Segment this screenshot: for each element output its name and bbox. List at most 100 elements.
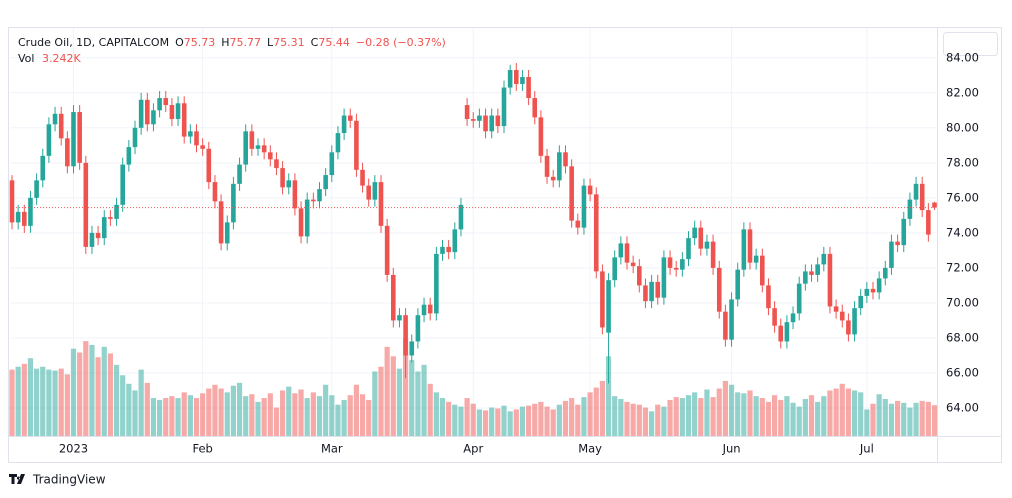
volume-bar bbox=[439, 398, 446, 436]
volume-bar bbox=[200, 393, 206, 436]
volume-bar bbox=[384, 346, 390, 436]
candle-body bbox=[206, 148, 212, 183]
candle-body bbox=[243, 131, 248, 165]
candle-body bbox=[704, 241, 710, 249]
candle-body bbox=[126, 147, 132, 165]
candle-body bbox=[741, 229, 747, 270]
volume-bar bbox=[261, 398, 267, 436]
candle-body bbox=[630, 262, 636, 267]
candle-body bbox=[224, 222, 230, 244]
volume-bar bbox=[230, 385, 236, 436]
volume-bar bbox=[907, 407, 913, 436]
candle-body bbox=[883, 267, 888, 279]
volume-bar bbox=[901, 402, 907, 436]
candle-body bbox=[803, 271, 808, 284]
volume-bar bbox=[138, 369, 144, 436]
volume-bar bbox=[495, 408, 501, 436]
volume-bar bbox=[27, 358, 34, 436]
volume-bar bbox=[359, 394, 366, 436]
candle-body bbox=[40, 155, 46, 181]
candle-body bbox=[673, 267, 679, 270]
volume-bar bbox=[765, 401, 772, 436]
volume-bar bbox=[845, 388, 851, 436]
volume-bar bbox=[673, 397, 679, 436]
candle-body bbox=[557, 152, 562, 181]
candle-body bbox=[304, 199, 310, 237]
volume-bar bbox=[735, 392, 741, 436]
logo: TradingView bbox=[9, 473, 106, 487]
candle-body bbox=[83, 162, 89, 247]
volume-bar bbox=[612, 396, 618, 436]
candle-body bbox=[231, 183, 236, 223]
volume-bar bbox=[507, 411, 513, 436]
y-tick-label: 74.00 bbox=[946, 225, 979, 239]
candle-body bbox=[483, 115, 488, 132]
volume-bar bbox=[433, 392, 439, 436]
ohlc-key: C bbox=[311, 36, 319, 49]
candle-body bbox=[790, 313, 796, 323]
y-tick-label: 64.00 bbox=[946, 400, 979, 414]
volume-bar bbox=[667, 399, 673, 436]
volume-bar bbox=[95, 357, 101, 436]
price-label-box[interactable] bbox=[943, 32, 998, 56]
volume-bar bbox=[808, 395, 815, 436]
y-tick-label: 78.00 bbox=[946, 155, 979, 169]
volume-bar bbox=[21, 363, 27, 436]
volume-bar bbox=[679, 398, 685, 436]
ohlc-value: 75.73 bbox=[184, 36, 216, 49]
candle-body bbox=[833, 306, 839, 312]
volume-bar bbox=[403, 338, 409, 436]
candle-body bbox=[649, 281, 654, 302]
volume-bar bbox=[581, 397, 587, 436]
volume-bar bbox=[157, 399, 163, 436]
volume-bar bbox=[839, 383, 845, 436]
volume-bar bbox=[556, 404, 562, 436]
volume-bar bbox=[409, 360, 415, 436]
candle-body bbox=[932, 202, 937, 208]
candle-body bbox=[710, 241, 716, 268]
candle-body bbox=[52, 113, 58, 125]
candle-body bbox=[181, 103, 187, 137]
volume-bar bbox=[396, 368, 403, 436]
candle-body bbox=[384, 225, 390, 275]
candle-body bbox=[852, 308, 857, 335]
ohlc-key: L bbox=[267, 36, 274, 49]
volume-bar bbox=[286, 386, 292, 436]
ohlc-value: 75.77 bbox=[230, 36, 262, 49]
volume-bar bbox=[876, 394, 882, 436]
candle-body bbox=[188, 131, 193, 137]
volume-bar bbox=[710, 397, 716, 436]
volume-bar bbox=[778, 399, 784, 436]
candle-body bbox=[347, 115, 353, 121]
candle-body bbox=[563, 152, 568, 167]
candle-body bbox=[138, 99, 144, 128]
volume-bar bbox=[532, 403, 538, 436]
volume-bar bbox=[642, 407, 649, 436]
volume-bar bbox=[685, 395, 692, 436]
ohlc-value: 75.31 bbox=[273, 36, 305, 49]
volume-bar bbox=[46, 369, 52, 436]
candle-body bbox=[587, 185, 593, 195]
volume-bar bbox=[728, 384, 735, 436]
volume-bar bbox=[624, 401, 630, 436]
candle-body bbox=[827, 253, 833, 307]
candle-body bbox=[65, 138, 70, 167]
candle-body bbox=[298, 208, 304, 237]
candle-body bbox=[784, 322, 790, 342]
candle-body bbox=[22, 211, 27, 226]
candle-body bbox=[95, 232, 101, 239]
volume-bar bbox=[655, 404, 661, 436]
candle-body bbox=[292, 180, 298, 209]
volume-bar bbox=[206, 388, 212, 436]
ohlc-key: O bbox=[175, 36, 184, 49]
volume-bar bbox=[341, 399, 347, 436]
volume-bar bbox=[919, 400, 925, 436]
candle-body bbox=[655, 281, 661, 298]
volume-bar bbox=[630, 403, 636, 436]
candle-body bbox=[464, 105, 470, 120]
volume-bar bbox=[753, 396, 759, 436]
volume-bar bbox=[827, 390, 833, 436]
candle-body bbox=[593, 194, 599, 272]
volume-bar bbox=[212, 384, 218, 436]
candle-body bbox=[901, 218, 907, 246]
